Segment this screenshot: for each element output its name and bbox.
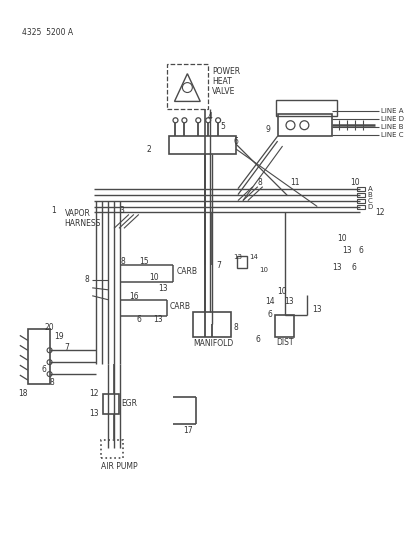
Bar xyxy=(237,256,247,268)
Text: 12: 12 xyxy=(375,208,384,217)
Text: LINE B: LINE B xyxy=(381,124,403,130)
Text: 9: 9 xyxy=(266,125,271,134)
Text: 2: 2 xyxy=(147,144,151,154)
Text: CARB: CARB xyxy=(177,268,197,277)
Text: MANIFOLD: MANIFOLD xyxy=(193,339,233,348)
Bar xyxy=(357,199,365,203)
Text: 13: 13 xyxy=(284,297,294,306)
Text: AIR PUMP: AIR PUMP xyxy=(101,462,138,471)
Text: 8: 8 xyxy=(84,276,89,285)
Bar xyxy=(166,64,208,109)
Bar xyxy=(276,100,337,116)
Text: B: B xyxy=(368,192,373,198)
Text: 10: 10 xyxy=(337,234,347,243)
Text: 7: 7 xyxy=(64,343,69,352)
Text: 6: 6 xyxy=(234,136,239,146)
Bar xyxy=(101,440,123,458)
Text: 14: 14 xyxy=(266,297,275,306)
Bar xyxy=(193,312,231,337)
Bar xyxy=(357,205,365,208)
Text: 19: 19 xyxy=(55,332,64,341)
Text: 10: 10 xyxy=(149,273,158,282)
Text: 8: 8 xyxy=(258,178,262,187)
Text: 6: 6 xyxy=(268,310,273,319)
Text: 3: 3 xyxy=(119,206,124,215)
Text: LINE C: LINE C xyxy=(381,132,403,138)
Text: LINE A: LINE A xyxy=(381,108,403,115)
Text: 6: 6 xyxy=(359,246,364,255)
Text: 13: 13 xyxy=(332,263,342,272)
Bar xyxy=(275,314,295,337)
Text: 18: 18 xyxy=(18,390,27,398)
Text: EGR: EGR xyxy=(121,399,137,408)
Text: 15: 15 xyxy=(139,256,149,265)
Bar xyxy=(169,136,236,154)
Text: 10: 10 xyxy=(259,267,268,273)
Text: POWER
HEAT
VALVE: POWER HEAT VALVE xyxy=(212,67,240,96)
Bar xyxy=(277,114,332,136)
Text: 5: 5 xyxy=(220,122,225,131)
Text: 13: 13 xyxy=(312,305,322,314)
Text: 8: 8 xyxy=(234,323,239,332)
Text: 1: 1 xyxy=(51,206,56,215)
Text: 8: 8 xyxy=(121,256,126,265)
Text: 13: 13 xyxy=(89,409,99,418)
Text: 10: 10 xyxy=(350,178,359,187)
Text: 6: 6 xyxy=(42,365,47,374)
Text: VAPOR
HARNESS: VAPOR HARNESS xyxy=(64,209,101,228)
Text: 4325  5200 A: 4325 5200 A xyxy=(22,28,73,37)
Bar xyxy=(357,187,365,191)
Text: 13: 13 xyxy=(342,246,352,255)
Text: 8: 8 xyxy=(49,377,54,386)
Text: 11: 11 xyxy=(290,178,300,187)
Bar xyxy=(357,192,365,197)
Text: D: D xyxy=(368,204,373,209)
Text: 13: 13 xyxy=(154,315,163,324)
Text: 12: 12 xyxy=(89,390,99,398)
Text: 6: 6 xyxy=(137,315,142,324)
Text: 17: 17 xyxy=(184,426,193,435)
Text: CARB: CARB xyxy=(170,302,191,311)
Text: C: C xyxy=(368,198,373,204)
Bar xyxy=(103,394,119,414)
Text: DIST: DIST xyxy=(277,338,294,347)
Text: 6: 6 xyxy=(352,263,357,272)
Text: A: A xyxy=(368,185,373,192)
Text: 20: 20 xyxy=(44,323,54,332)
Text: 10: 10 xyxy=(277,287,287,296)
Text: 6: 6 xyxy=(256,335,261,344)
Text: 13: 13 xyxy=(159,284,168,293)
Bar xyxy=(28,329,49,384)
Text: 14: 14 xyxy=(249,254,258,260)
Text: 13: 13 xyxy=(233,254,242,260)
Text: 4: 4 xyxy=(207,112,212,121)
Text: 7: 7 xyxy=(216,261,221,270)
Text: 16: 16 xyxy=(129,292,138,301)
Text: LINE D: LINE D xyxy=(381,116,404,122)
